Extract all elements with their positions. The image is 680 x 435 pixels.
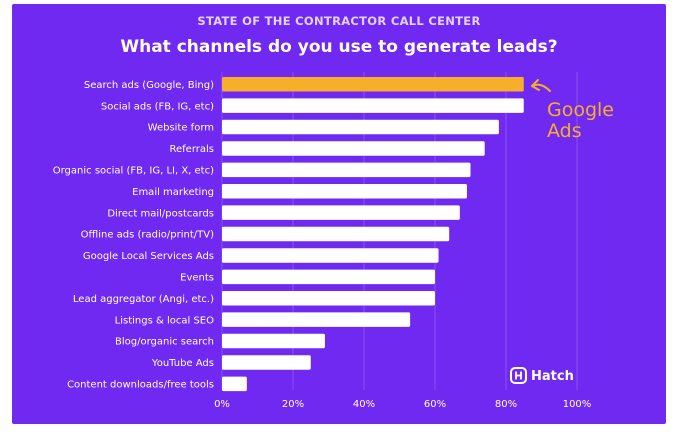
google-ads-annotation: Google Ads: [531, 79, 614, 142]
category-label: Listings & local SEO: [115, 315, 214, 326]
bar: [222, 333, 325, 349]
x-tick-label: 80%: [495, 399, 517, 410]
bar: [222, 312, 411, 327]
x-tick-label: 40%: [353, 399, 375, 410]
annotation-line1: Google: [547, 99, 614, 121]
annotation-line2: Ads: [547, 120, 582, 142]
hatch-logo: Hatch: [510, 367, 574, 384]
category-label: Email marketing: [132, 187, 214, 198]
bars: [222, 77, 524, 392]
category-label: Events: [180, 272, 214, 283]
category-label: Search ads (Google, Bing): [84, 80, 214, 91]
bar: [222, 376, 247, 392]
x-tick-label: 20%: [282, 399, 304, 410]
category-label: Blog/organic search: [115, 337, 214, 348]
category-label: Direct mail/postcards: [107, 208, 214, 219]
chart: STATE OF THE CONTRACTOR CALL CENTER What…: [53, 14, 614, 410]
annotation-arrowhead: [531, 79, 540, 91]
category-label: Offline ads (radio/print/TV): [81, 230, 214, 241]
bar: [222, 98, 524, 113]
bar: [222, 248, 439, 263]
chart-title: What channels do you use to generate lea…: [120, 37, 557, 57]
category-label: Content downloads/free tools: [67, 379, 214, 390]
category-label: Lead aggregator (Angi, etc.): [73, 294, 214, 305]
bar: [222, 184, 467, 199]
bar: [222, 119, 499, 135]
category-label: Website form: [148, 123, 214, 134]
category-label: YouTube Ads: [151, 358, 214, 369]
category-labels: Search ads (Google, Bing) Social ads (FB,…: [53, 80, 214, 391]
bar: [222, 291, 435, 306]
hatch-logo-text: Hatch: [531, 369, 574, 384]
bar: [222, 269, 435, 285]
bar: [222, 226, 450, 242]
bar: [222, 77, 524, 92]
x-tick-label: 0%: [214, 399, 230, 410]
bar: [222, 355, 311, 370]
bar: [222, 205, 460, 220]
x-tick-label: 100%: [563, 399, 592, 410]
chart-supertitle: STATE OF THE CONTRACTOR CALL CENTER: [197, 14, 480, 28]
chart-card: STATE OF THE CONTRACTOR CALL CENTER What…: [12, 4, 666, 424]
category-label: Organic social (FB, IG, LI, X, etc): [53, 165, 214, 176]
hatch-logo-glyph: [515, 371, 522, 380]
x-tick-labels: 0% 20% 40% 60% 80% 100%: [214, 399, 591, 410]
category-label: Google Local Services Ads: [83, 251, 214, 262]
category-label: Referrals: [170, 144, 215, 155]
x-tick-label: 60%: [424, 399, 446, 410]
bar: [222, 141, 485, 156]
hatch-logo-icon: [510, 367, 527, 384]
bar: [222, 162, 471, 178]
category-label: Social ads (FB, IG, etc): [101, 101, 214, 112]
